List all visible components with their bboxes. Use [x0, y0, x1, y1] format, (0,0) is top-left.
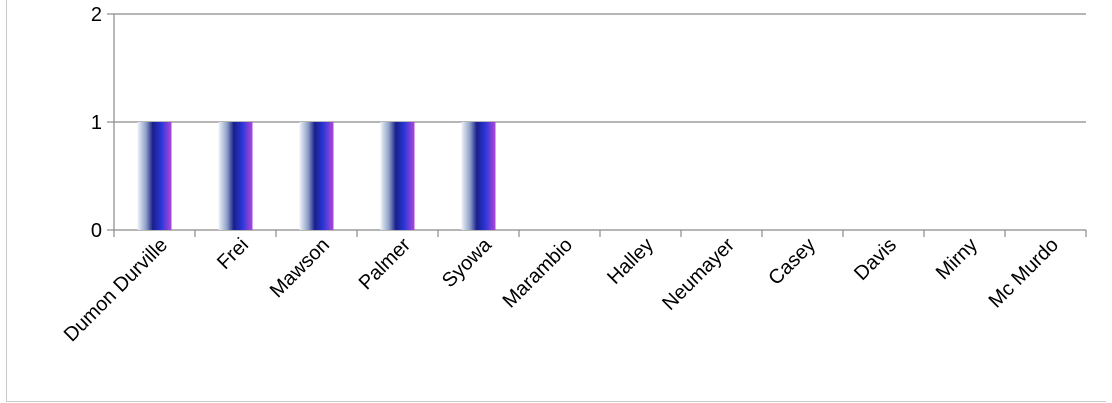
x-tick-labels: Dumon Durville Frei Mawson Palmer Syowa Maram… — [60, 233, 1063, 346]
x-tick-label: Halley — [603, 234, 658, 289]
x-tick-label: Frei — [213, 234, 253, 274]
bar — [137, 122, 172, 230]
x-tick-label: Palmer — [355, 234, 416, 295]
y-tick-labels: 0 1 2 — [91, 4, 102, 242]
axes — [107, 13, 1087, 237]
y-tick-label: 0 — [91, 220, 102, 242]
bar — [218, 122, 253, 230]
x-tick-label: Marambio — [499, 234, 577, 312]
x-tick-label: Davis — [850, 234, 901, 285]
y-tick-label: 2 — [91, 4, 102, 26]
bar — [380, 122, 415, 230]
gridlines — [114, 13, 1086, 123]
x-tick-label: Mirny — [932, 234, 982, 284]
bars — [137, 122, 496, 230]
chart-frame — [6, 0, 1106, 402]
x-tick-label: Mawson — [266, 234, 334, 302]
x-tick-label: Neumayer — [658, 234, 739, 315]
bar — [461, 122, 496, 230]
x-tick-label: Mc Murdo — [985, 234, 1063, 312]
bar — [299, 122, 334, 230]
y-tick-label: 1 — [91, 112, 102, 134]
x-tick-label: Syowa — [438, 233, 497, 292]
x-tick-label: Dumon Durville — [60, 234, 172, 346]
x-tick-label: Casey — [764, 234, 820, 290]
